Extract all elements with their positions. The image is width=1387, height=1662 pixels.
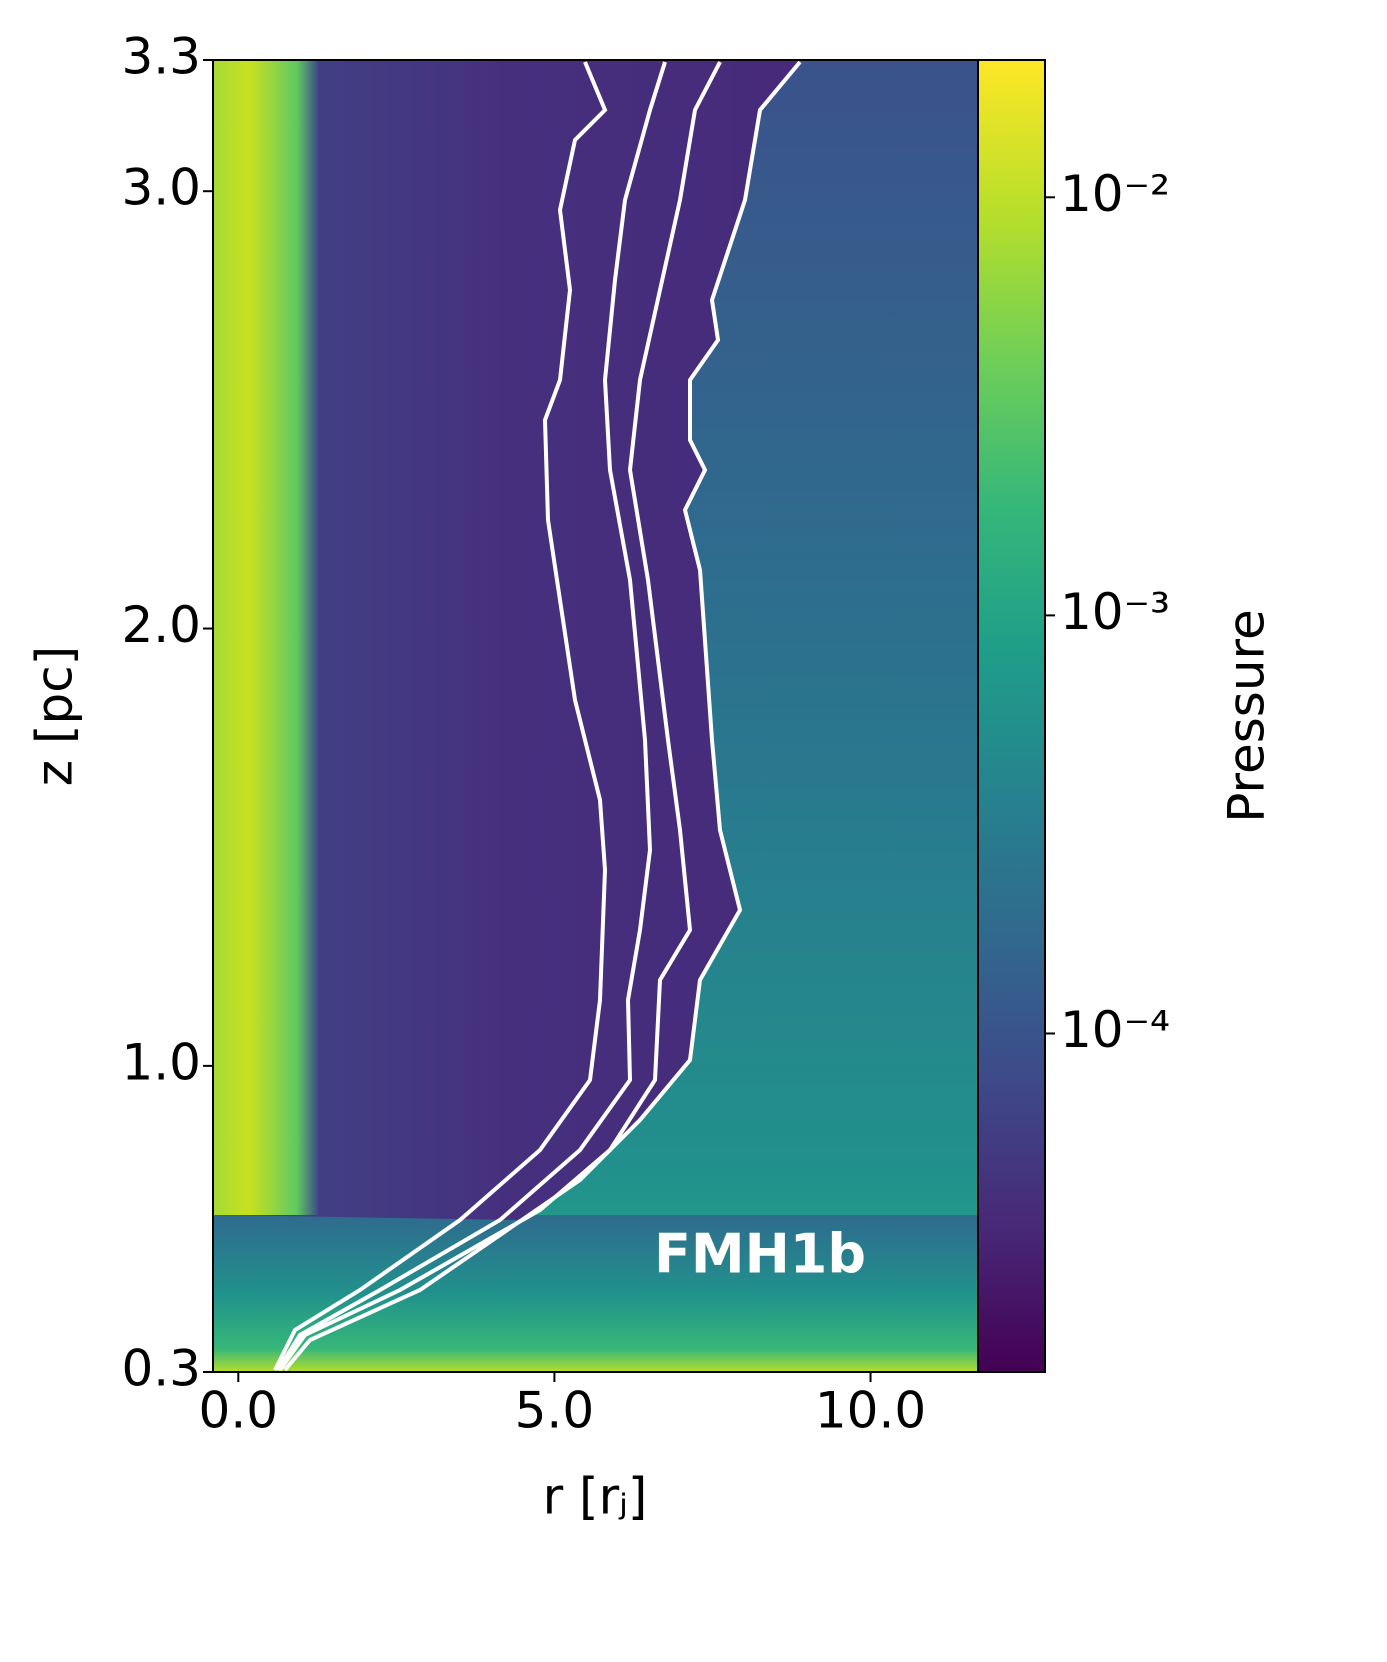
y-tick-label: 0.3 (121, 1340, 201, 1398)
annotation: FMH1b (654, 1223, 866, 1286)
colorbar-tick-label: 10⁻² (1060, 165, 1170, 223)
y-tick-label: 3.3 (121, 28, 201, 86)
y-tick-label: 3.0 (121, 159, 201, 217)
x-tick-label: 0.0 (199, 1382, 279, 1440)
x-tick-label: 10.0 (815, 1382, 926, 1440)
x-tick-label: 5.0 (515, 1382, 595, 1440)
y-tick-label: 2.0 (121, 596, 201, 654)
x-axis-label: r [rⱼ] (543, 1468, 648, 1526)
y-axis-label: z [pc] (26, 646, 84, 786)
colorbar-label: Pressure (1218, 609, 1276, 823)
colorbar-tick-label: 10⁻⁴ (1060, 1001, 1170, 1059)
heatmap (213, 60, 978, 1372)
contours (273, 60, 802, 1372)
colorbar-tick-label: 10⁻³ (1060, 583, 1170, 641)
y-tick-label: 1.0 (121, 1033, 201, 1091)
colorbar (977, 59, 1046, 1373)
